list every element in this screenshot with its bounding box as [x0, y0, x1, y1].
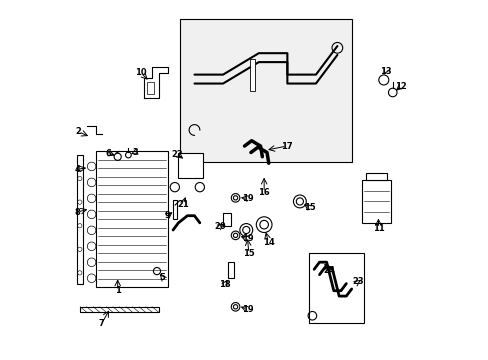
- Text: 18: 18: [219, 280, 230, 289]
- Text: 19: 19: [241, 305, 253, 314]
- Text: 3: 3: [132, 148, 138, 157]
- Text: 16: 16: [258, 188, 269, 197]
- Bar: [308, 253, 364, 323]
- Text: 19: 19: [241, 194, 253, 203]
- Text: 5: 5: [159, 273, 165, 282]
- Bar: [223, 213, 230, 226]
- Bar: [362, 180, 390, 223]
- Text: 15: 15: [303, 203, 315, 212]
- Text: 9: 9: [164, 211, 170, 220]
- Text: 22: 22: [171, 150, 183, 159]
- Bar: [180, 19, 351, 162]
- Text: 12: 12: [394, 82, 406, 91]
- Bar: [249, 59, 255, 91]
- Text: 2: 2: [75, 127, 81, 136]
- Text: 24: 24: [323, 266, 335, 275]
- Text: 21: 21: [177, 200, 188, 209]
- Text: 14: 14: [262, 238, 274, 247]
- Text: 23: 23: [351, 277, 363, 286]
- Text: 13: 13: [379, 67, 390, 76]
- Bar: [365, 173, 386, 180]
- Text: 6: 6: [105, 149, 111, 158]
- Text: 11: 11: [372, 224, 384, 233]
- Bar: [173, 200, 177, 219]
- Text: 7: 7: [99, 319, 104, 328]
- Text: 10: 10: [135, 68, 146, 77]
- Text: 8: 8: [74, 208, 80, 217]
- Bar: [147, 82, 153, 94]
- Text: 17: 17: [280, 141, 292, 150]
- Bar: [77, 155, 83, 284]
- Text: 15: 15: [243, 249, 254, 258]
- Bar: [96, 152, 167, 287]
- Bar: [228, 262, 233, 278]
- Bar: [178, 153, 203, 178]
- Text: 19: 19: [241, 234, 253, 243]
- Text: 4: 4: [74, 165, 80, 174]
- Text: 20: 20: [214, 222, 225, 231]
- Text: 1: 1: [115, 286, 121, 295]
- Bar: [80, 307, 159, 312]
